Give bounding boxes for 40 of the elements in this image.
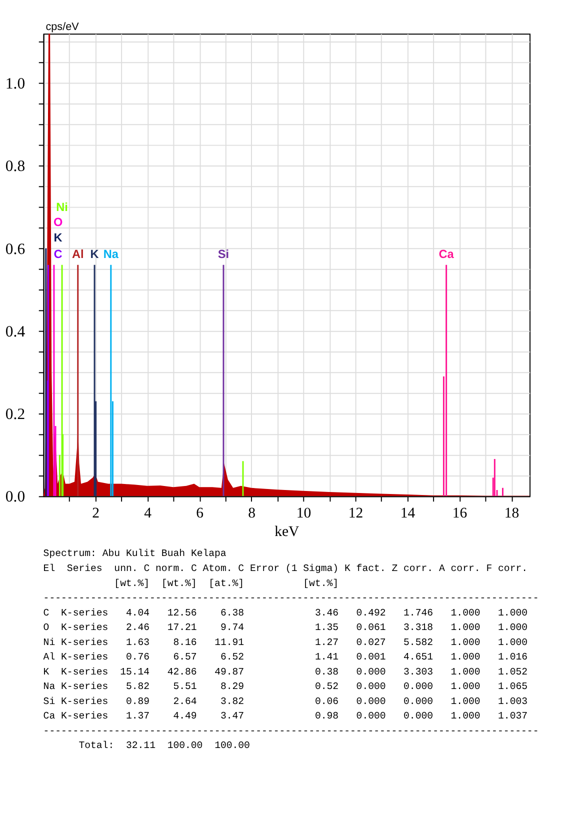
series-label: Si <box>218 247 230 261</box>
x-axis-title: keV <box>274 524 300 540</box>
text: O K-series 2.46 17.21 9.74 1.35 0.061 3.318 1.000 1.000 <box>43 622 528 634</box>
text: Ca K-series 1.37 4.49 3.47 0.98 0.000 0.000 1.000 1.037 <box>43 710 528 722</box>
x-tick-label: 14 <box>400 505 416 522</box>
y-tick-label: 0.6 <box>5 240 26 258</box>
text: Al K-series 0.76 6.57 6.52 1.41 0.001 4.651 1.000 1.016 <box>43 652 528 663</box>
series-label: Ca <box>438 247 454 261</box>
x-tick-label: 2 <box>92 505 100 522</box>
text: C K-series 4.04 12.56 6.38 3.46 0.492 1.746 1.000 1.000 <box>43 607 528 618</box>
x-tick-label: 12 <box>348 505 364 522</box>
text: Ni K-series 1.63 8.16 11.91 1.27 0.027 5.582 1.000 1.000 <box>43 636 528 648</box>
x-tick-label: 16 <box>452 505 468 522</box>
y-tick-label: 0.2 <box>5 406 26 423</box>
series-label: Na <box>103 247 119 261</box>
x-tick-label: 6 <box>196 505 204 522</box>
x-tick-label: 4 <box>144 505 152 522</box>
text: ------------------------------------------------------------------------------------ <box>43 725 539 736</box>
text: [wt.%] [wt.%] [at.%] [wt.%] <box>114 578 339 589</box>
y-axis-title: cps/eV <box>46 21 80 34</box>
series-label: K <box>54 230 63 244</box>
series-label: C <box>54 247 63 261</box>
text: O <box>53 215 63 230</box>
text: El Series unn. C norm. C Atom. C Error (1 Sigma) K fact. Z corr. A corr. F corr. <box>43 562 528 574</box>
y-tick-label: 1.0 <box>5 76 26 93</box>
text: Total: 32.11 100.00 100.00 <box>78 740 250 752</box>
y-tick-label: 0.4 <box>5 323 26 340</box>
series-label: K <box>90 247 100 261</box>
x-tick-label: 10 <box>296 505 312 522</box>
y-tick-label: 0.8 <box>5 158 26 176</box>
series-label: Al <box>72 247 84 261</box>
x-tick-label: 8 <box>248 505 256 522</box>
x-tick-label: 18 <box>504 505 520 522</box>
text: Spectrum: Abu Kulit Buah Kelapa <box>43 548 226 560</box>
y-tick-label: 0.0 <box>5 488 26 506</box>
text: Ni <box>56 200 68 214</box>
text: Si K-series 0.89 2.64 3.82 0.06 0.000 0.000 1.000 1.003 <box>43 696 528 707</box>
text: Na K-series 5.82 5.51 8.29 0.52 0.000 0.000 1.000 1.065 <box>43 681 528 692</box>
text: ------------------------------------------------------------------------------------ <box>43 592 539 604</box>
text: K K-series 15.14 42.86 49.87 0.38 0.000 3.303 1.000 1.052 <box>43 666 528 678</box>
